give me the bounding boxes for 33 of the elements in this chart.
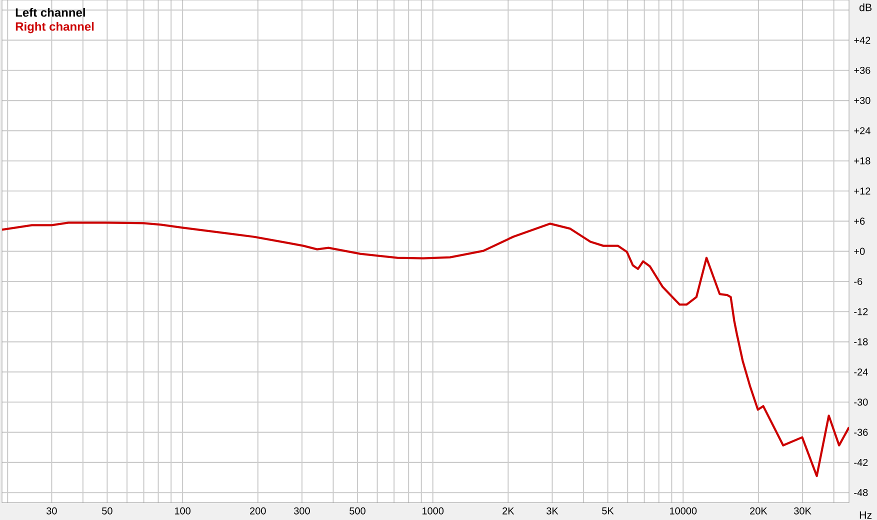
x-tick-label: 200 [250,507,266,514]
y-tick-label: -12 [854,308,868,316]
y-tick-label: +0 [854,248,865,255]
x-tick-label: 50 [102,507,112,514]
x-tick-label: 30 [46,507,57,514]
y-axis-title: dB [859,3,872,12]
x-tick-label: 1000 [422,507,444,514]
x-tick-label: 300 [294,507,310,514]
y-tick-label: +36 [854,66,870,74]
y-tick-label: -6 [854,278,862,286]
x-tick-label: 30K [794,507,812,514]
x-tick-label: 20K [750,507,768,514]
x-tick-label: 2K [502,507,514,514]
y-tick-label: -30 [854,398,868,406]
x-tick-label: 5K [602,507,614,514]
x-tick-label: 100 [174,507,190,514]
y-tick-label: +12 [854,188,870,194]
y-tick-label: +6 [854,218,865,225]
y-tick-label: +42 [854,36,870,44]
y-tick-label: -18 [854,338,868,346]
y-tick-label: +18 [854,157,870,164]
y-tick-label: -24 [854,368,868,376]
x-tick-label: 10000 [670,507,697,514]
legend-label: Left channel [16,8,85,17]
y-tick-label: -48 [854,489,868,496]
y-tick-label: +24 [854,127,870,134]
x-tick-label: 3K [546,507,558,514]
x-tick-label: 500 [350,507,366,514]
y-tick-label: -42 [854,458,868,466]
x-axis-title: Hz [860,511,872,519]
y-tick-label: +30 [854,96,870,104]
text: Right channel [16,22,94,34]
y-tick-label: -36 [854,428,868,436]
